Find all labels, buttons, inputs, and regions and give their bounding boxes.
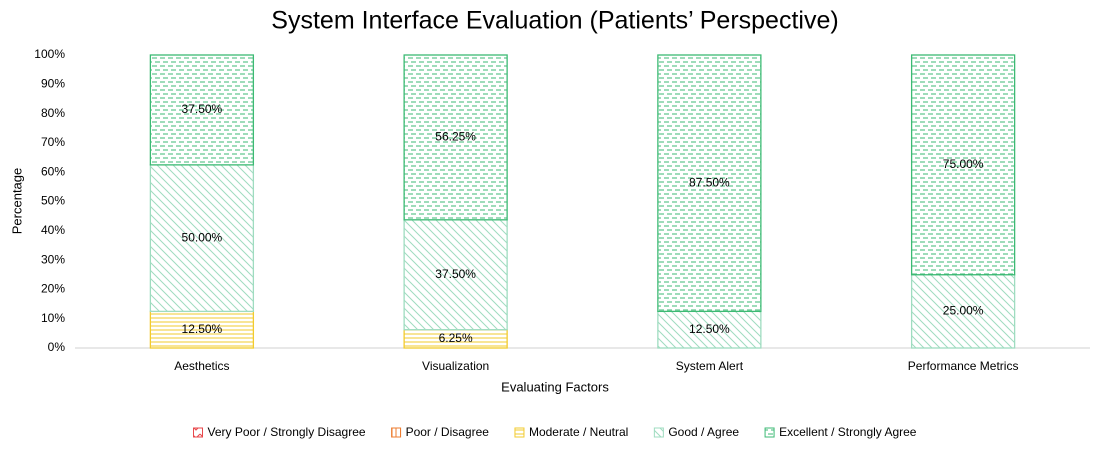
data-label: 56.25%	[435, 130, 476, 144]
y-tick-label: 50%	[41, 194, 65, 208]
data-label: 37.50%	[182, 102, 223, 116]
y-tick-label: 30%	[41, 252, 65, 266]
x-tick-label: Aesthetics	[174, 359, 229, 373]
legend-label: Moderate / Neutral	[529, 425, 628, 439]
y-tick-label: 80%	[41, 106, 65, 120]
x-tick-label: Visualization	[422, 359, 489, 373]
y-tick-label: 40%	[41, 223, 65, 237]
legend-swatch	[193, 427, 204, 438]
legend-swatch	[391, 427, 402, 438]
y-tick-label: 0%	[48, 340, 66, 354]
legend-label: Poor / Disagree	[406, 425, 490, 439]
bar-segment	[149, 54, 255, 166]
y-axis-title: Percentage	[9, 168, 24, 235]
legend-label: Good / Agree	[668, 425, 739, 439]
data-label: 6.25%	[439, 331, 473, 345]
bar-segment	[403, 219, 508, 331]
bar-segment	[403, 54, 508, 221]
legend-swatch	[653, 427, 664, 438]
y-tick-label: 20%	[41, 282, 65, 296]
bar-segment	[149, 164, 255, 313]
y-tick-label: 90%	[41, 76, 65, 90]
y-tick-label: 70%	[41, 135, 65, 149]
chart-title: System Interface Evaluation (Patients’ P…	[271, 7, 838, 35]
data-label: 12.50%	[182, 322, 223, 336]
y-tick-label: 10%	[41, 311, 65, 325]
data-label: 87.50%	[689, 175, 730, 189]
bar-segment	[149, 310, 255, 349]
legend-label: Excellent / Strongly Agree	[779, 425, 917, 439]
data-label: 12.50%	[689, 322, 730, 336]
x-tick-label: Performance Metrics	[908, 359, 1019, 373]
y-tick-label: 60%	[41, 164, 65, 178]
bar-segment	[910, 54, 1016, 276]
x-tick-label: System Alert	[676, 359, 744, 373]
data-label: 25.00%	[943, 304, 984, 318]
x-axis-title: Evaluating Factors	[501, 379, 609, 394]
data-label: 75.00%	[943, 157, 984, 171]
legend-swatch	[764, 427, 775, 438]
bar-segment	[910, 274, 1016, 349]
y-tick-label: 100%	[34, 47, 65, 61]
data-label: 37.50%	[435, 267, 476, 281]
bar-segment	[657, 54, 762, 313]
legend-swatch	[514, 427, 525, 438]
bar-segment	[657, 310, 762, 349]
data-label: 50.00%	[182, 230, 223, 244]
legend-label: Very Poor / Strongly Disagree	[208, 425, 366, 439]
